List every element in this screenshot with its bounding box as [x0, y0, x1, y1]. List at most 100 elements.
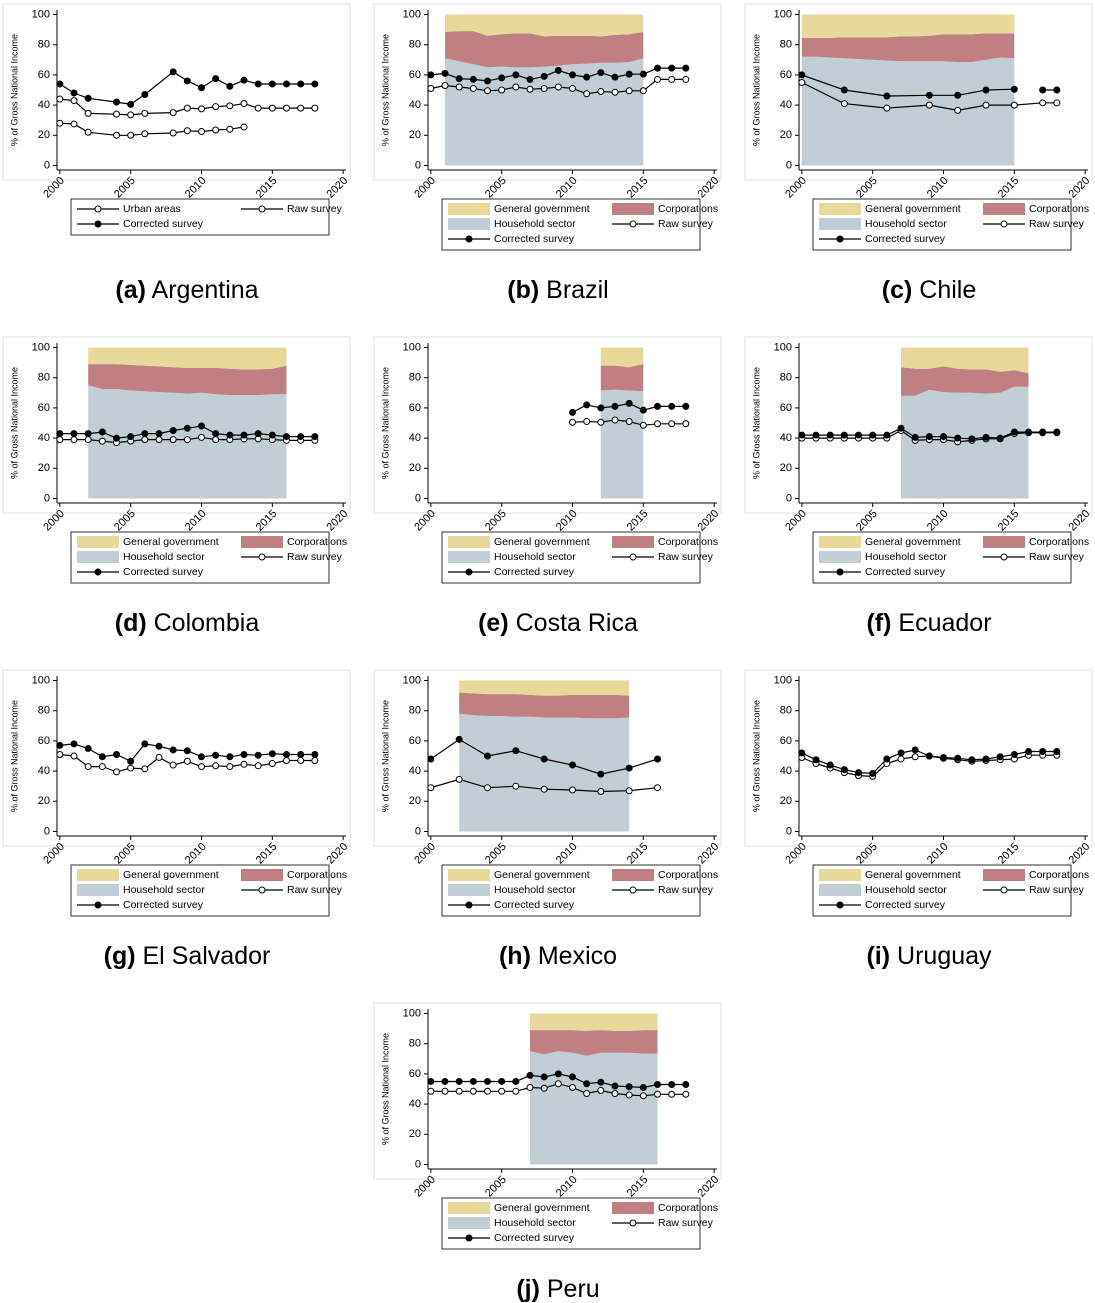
point [212, 126, 220, 134]
point [311, 104, 319, 112]
caption-text: Colombia [154, 609, 260, 637]
legend-swatch [983, 536, 1025, 548]
caption: (i) Uruguay [866, 942, 992, 970]
legend-label: Urban areas [123, 203, 181, 215]
point [311, 750, 319, 758]
point [212, 75, 220, 83]
point [639, 406, 647, 414]
y-tick-label: 80 [38, 705, 50, 717]
point [84, 763, 92, 771]
point [982, 101, 990, 109]
area [801, 33, 1015, 63]
y-tick-label: 80 [409, 705, 421, 717]
point [897, 749, 905, 757]
point [812, 431, 820, 439]
point [554, 1070, 562, 1078]
point [469, 1077, 477, 1085]
legend-label: Raw survey [1029, 551, 1085, 563]
point [441, 1087, 449, 1095]
point [441, 1077, 449, 1085]
y-axis-title: % of Gross National Income [380, 700, 390, 812]
y-tick-label: 20 [409, 795, 421, 807]
y-tick-label: 100 [774, 674, 792, 686]
y-tick-label: 60 [780, 402, 792, 414]
point [268, 80, 276, 88]
point [925, 433, 933, 441]
legend-marker [629, 886, 637, 894]
y-tick-label: 0 [415, 825, 421, 837]
legend-label: Raw survey [658, 551, 714, 563]
y-tick-label: 60 [409, 1068, 421, 1080]
x-tick-label: 2005 [854, 508, 880, 534]
legend-label: Corrected survey [123, 899, 204, 911]
point [855, 431, 862, 439]
point [583, 1090, 591, 1098]
point [455, 1077, 463, 1085]
x-tick-label: 2010 [925, 508, 951, 534]
point [569, 418, 576, 426]
point [427, 71, 435, 79]
point [840, 86, 848, 94]
point [883, 755, 891, 763]
legend-swatch [819, 203, 861, 215]
point [625, 1091, 633, 1099]
legend-label: Corporations [658, 869, 718, 881]
point [455, 735, 463, 743]
caption: (f) Ecuador [866, 609, 991, 637]
point [611, 1082, 619, 1090]
caption-text: Costa Rica [516, 609, 638, 637]
point [169, 109, 177, 117]
point [625, 417, 633, 425]
point [1010, 750, 1018, 758]
legend-swatch [448, 884, 490, 896]
panel-frame [2, 669, 351, 847]
y-axis-title: % of Gross National Income [380, 34, 390, 146]
point [512, 1077, 520, 1085]
legend-label: Corporations [658, 1202, 718, 1214]
point [625, 1083, 633, 1091]
legend-label: Household sector [865, 884, 947, 896]
point [925, 752, 933, 760]
point [283, 80, 290, 88]
y-tick-label: 40 [409, 1098, 421, 1110]
caption-label: (e) [478, 609, 509, 637]
area [901, 366, 1029, 396]
point [682, 64, 690, 72]
panel-frame [744, 336, 1093, 514]
x-tick-label: 2005 [483, 508, 509, 534]
point [297, 80, 305, 88]
point [996, 753, 1004, 761]
caption: (d) Colombia [115, 609, 260, 637]
x-tick-label: 2015 [625, 508, 651, 534]
point [611, 416, 619, 424]
point [127, 433, 135, 441]
legend-label: Household sector [494, 1217, 576, 1229]
point [597, 787, 605, 795]
legend-label: Corporations [1029, 536, 1089, 548]
area [445, 14, 644, 37]
point [56, 750, 64, 758]
caption-label: (c) [882, 276, 913, 304]
x-tick-label: 2015 [254, 175, 280, 201]
x-tick-label: 2010 [554, 1174, 580, 1200]
panel: 0 20 40 60 80 100 2000 2005 2010 2015 2020 % of Gro… [744, 669, 1093, 970]
caption-text: Chile [919, 276, 976, 304]
point [141, 130, 149, 138]
point [484, 784, 491, 792]
caption: (c) Chile [882, 276, 977, 304]
point [498, 1087, 506, 1095]
x-tick-label: 2020 [696, 175, 722, 201]
point [226, 753, 234, 761]
point [611, 73, 619, 81]
point [968, 756, 976, 764]
y-tick-label: 80 [38, 39, 50, 51]
point [226, 125, 234, 133]
point [484, 87, 491, 95]
x-tick-label: 2000 [412, 508, 438, 534]
y-tick-label: 0 [786, 825, 792, 837]
point [212, 436, 220, 444]
area [600, 364, 644, 392]
area [445, 58, 644, 166]
point [883, 92, 891, 100]
point [812, 756, 820, 764]
